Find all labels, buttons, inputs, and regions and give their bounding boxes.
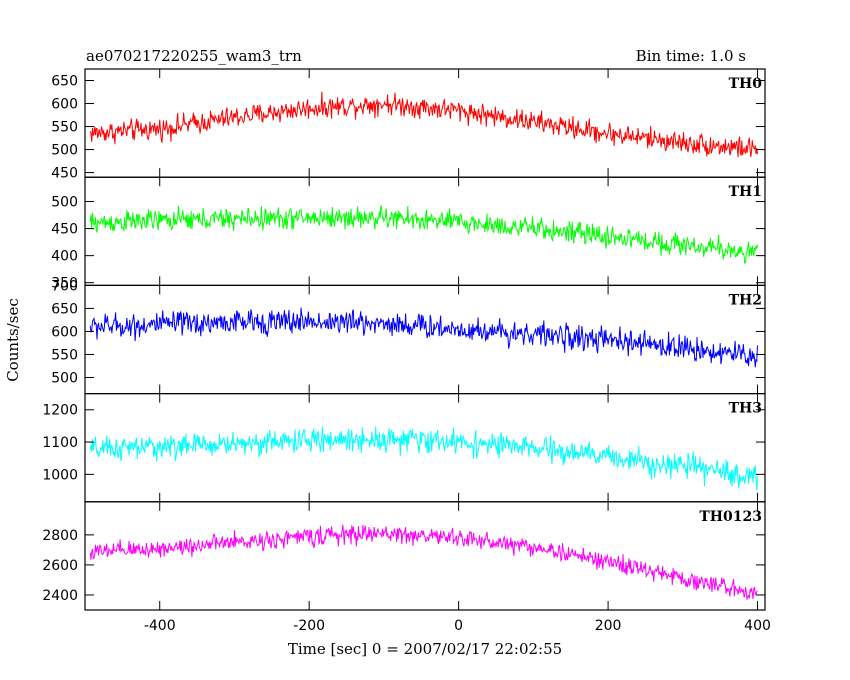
y-tick-label: 2800 [42,528,78,544]
x-tick-label: 400 [744,618,771,634]
series-line-th0123 [89,524,758,600]
panel-frame [84,501,766,611]
y-tick-label: 350 [51,276,78,292]
y-tick-label: 600 [51,97,78,113]
x-axis-label: Time [sec] 0 = 2007/02/17 22:02:55 [288,640,562,658]
x-axis-ticks: -400 -200 0 200 400 [144,618,771,634]
y-tick-label: 650 [51,301,78,317]
x-tick-label: -400 [144,618,176,634]
y-tick-label: 500 [51,195,78,211]
panel-th0: 450 500 550 600 650 TH0 [51,68,766,182]
series-line-th3 [89,426,758,491]
chart-title-right: Bin time: 1.0 s [636,47,746,65]
y-tick-label: 600 [51,324,78,340]
y-tick-label: 650 [51,74,78,90]
panel-th1: 350 400 450 500 TH1 [51,176,766,292]
panel-th2: 500 550 600 650 700 TH2 [51,278,766,395]
y-tick-label: 500 [51,143,78,159]
series-line-th2 [89,307,758,368]
x-tick-label: 200 [595,618,622,634]
y-tick-label: 2400 [42,588,78,604]
series-line-th1 [89,205,758,265]
panels: 450 500 550 600 650 TH0 350 400 450 500 TH1 500 550 6… [42,68,771,634]
panel-name-label: TH3 [729,401,762,417]
y-tick-label: 2600 [42,558,78,574]
panel-name-label: TH2 [729,292,762,308]
panel-frame [84,68,766,178]
y-tick-label: 550 [51,347,78,363]
y-tick-label: 450 [51,222,78,238]
y-axis-label: Counts/sec [4,298,22,382]
y-tick-label: 550 [51,120,78,136]
panel-frame [84,176,766,286]
series-line-th0 [89,91,758,158]
y-tick-label: 400 [51,249,78,265]
y-tick-label: 1000 [42,467,78,483]
panel-th3: 1000 1100 1200 TH3 [42,393,766,503]
y-tick-label: 700 [51,278,78,294]
panel-name-label: TH0 [729,76,763,92]
y-tick-label: 1200 [42,403,78,419]
panel-name-label: TH1 [729,184,762,200]
y-tick-label: 450 [51,166,78,182]
x-tick-label: 0 [454,618,463,634]
y-tick-label: 500 [51,370,78,386]
panel-th0123: 2400 2600 2800 TH0123 [42,501,766,611]
chart-title-left: ae070217220255_wam3_trn [86,47,302,65]
y-tick-label: 1100 [42,435,78,451]
panel-name-label: TH0123 [699,509,762,525]
x-tick-label: -200 [293,618,325,634]
